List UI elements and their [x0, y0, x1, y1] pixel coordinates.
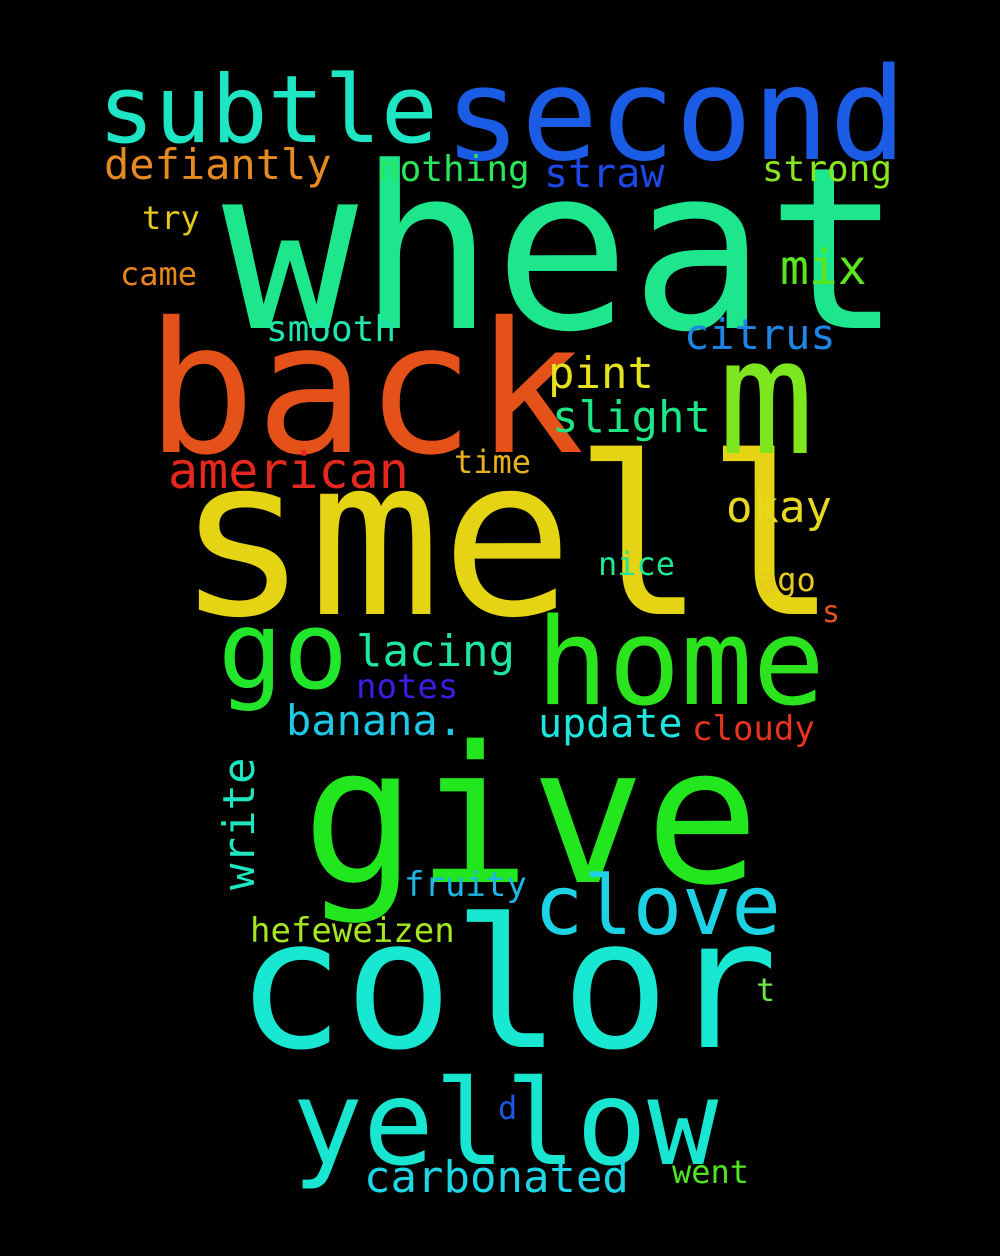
word-home: home	[536, 594, 825, 733]
word-hefeweizen: hefeweizen	[250, 911, 455, 951]
word-try: try	[142, 199, 200, 237]
word-color: color	[236, 881, 778, 1090]
word-m: m	[718, 304, 815, 491]
word-came: came	[120, 255, 198, 293]
word-banana: banana.	[286, 696, 464, 745]
word-d: d	[498, 1089, 518, 1127]
word-smooth: smooth	[266, 309, 397, 350]
word-wheat: wheat	[222, 119, 903, 382]
word-write: write	[214, 757, 265, 890]
word-nice: nice	[598, 545, 676, 583]
word-back: back	[146, 283, 585, 495]
word-ago: ago	[758, 561, 816, 599]
word-straw: straw	[544, 151, 665, 197]
word-notes: notes	[356, 667, 459, 707]
word-t: t	[756, 971, 776, 1009]
word-american: american	[168, 442, 409, 500]
word-s: s	[822, 595, 841, 630]
word-okay: okay	[726, 482, 832, 533]
word-slight: slight	[552, 392, 711, 443]
word-lacing: lacing	[356, 626, 515, 677]
word-update: update	[538, 701, 683, 747]
word-give: give	[302, 706, 760, 927]
word-second: second	[444, 41, 907, 190]
word-clove: clove	[534, 859, 781, 954]
word-mix: mix	[780, 240, 867, 296]
word-defiantly: defiantly	[104, 140, 332, 189]
word-nothing: nothing	[378, 149, 530, 190]
word-carbonated: carbonated	[364, 1152, 629, 1203]
word-time: time	[454, 443, 532, 481]
word-pint: pint	[548, 348, 654, 399]
word-strong: strong	[762, 149, 893, 190]
word-yellow: yellow	[292, 1054, 719, 1192]
word-subtle: subtle	[98, 56, 438, 165]
word-fruity: fruity	[404, 865, 527, 905]
word-go: go	[218, 589, 349, 714]
word-cloudy: cloudy	[692, 709, 815, 749]
word-went: went	[672, 1153, 750, 1191]
word-smell: smell	[176, 410, 839, 666]
word-citrus: citrus	[684, 310, 836, 359]
